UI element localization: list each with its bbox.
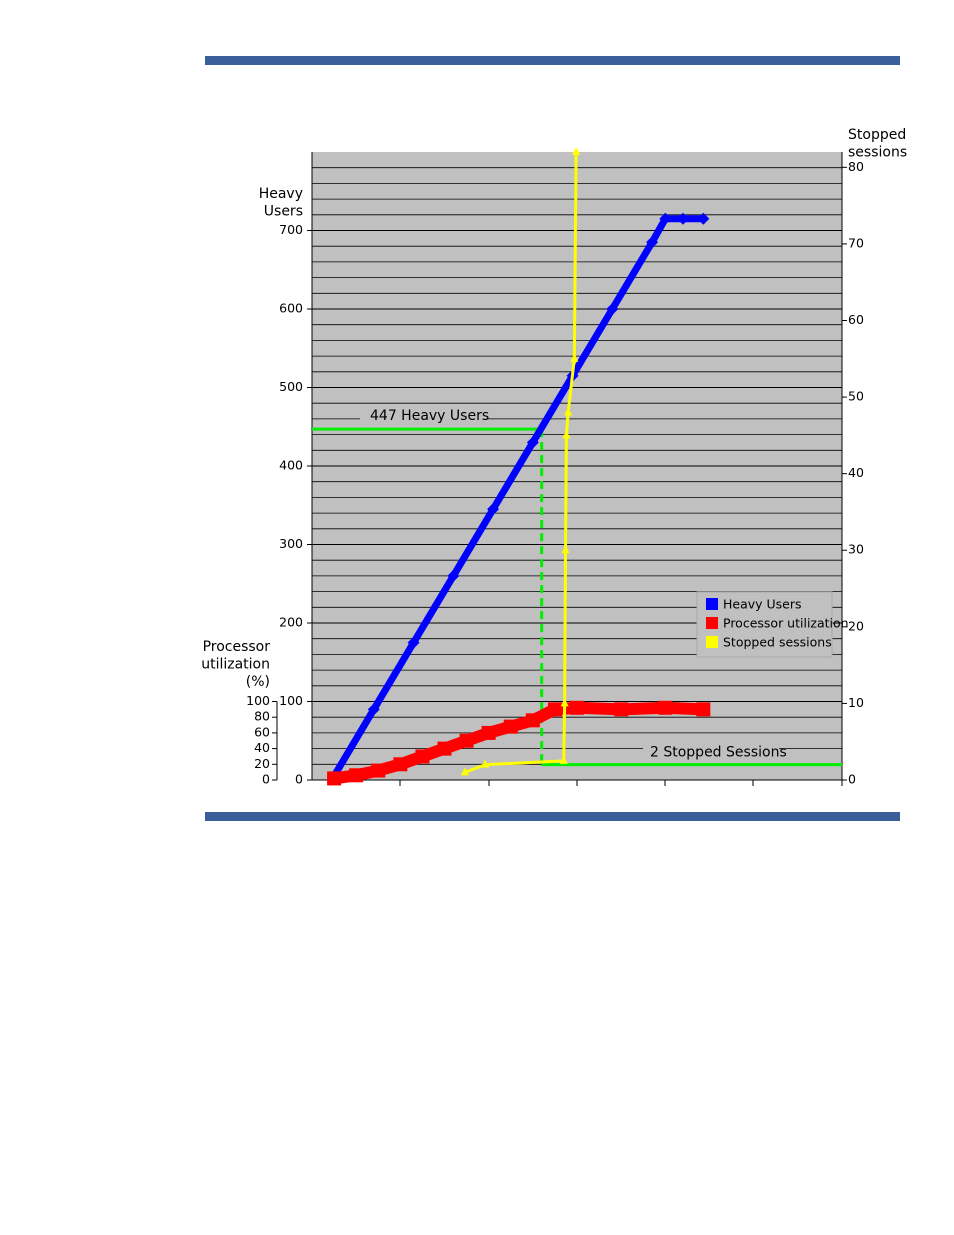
bottom-rule	[205, 812, 900, 821]
legend-swatch	[706, 636, 718, 648]
y3-tick-label: 80	[254, 709, 270, 724]
y2-tick-label: 50	[848, 389, 864, 404]
point	[460, 767, 469, 776]
point	[459, 733, 474, 748]
point	[367, 703, 380, 716]
point	[606, 303, 619, 315]
y2-axis-title: Stopped	[848, 127, 906, 143]
point	[393, 757, 408, 772]
point	[562, 430, 571, 439]
annotation-bg	[643, 742, 779, 761]
y2-tick-label: 80	[848, 159, 864, 174]
y2-axis-title: sessions	[848, 145, 907, 161]
point	[481, 759, 490, 768]
legend-swatch	[706, 617, 718, 629]
point	[658, 700, 673, 715]
y-tick-label: 200	[279, 615, 303, 630]
point	[570, 353, 579, 362]
y2-tick-label: 60	[848, 312, 864, 327]
top-rule	[205, 56, 900, 65]
y3-axis-title: utilization	[201, 657, 270, 673]
y-tick-label: 300	[279, 536, 303, 551]
point	[547, 702, 562, 717]
point	[614, 702, 629, 717]
point	[646, 236, 659, 249]
point	[561, 545, 570, 554]
point	[487, 503, 500, 516]
y-axis-title: Heavy	[259, 186, 303, 202]
point	[481, 725, 496, 740]
y2-tick-label: 30	[848, 542, 864, 557]
legend-box	[696, 591, 833, 658]
point	[560, 698, 569, 707]
point	[437, 741, 452, 756]
y2-tick-label: 20	[848, 618, 864, 633]
point	[570, 700, 584, 715]
point	[659, 212, 672, 225]
annotation-label: 447 Heavy Users	[370, 408, 489, 424]
point	[696, 702, 711, 717]
point	[503, 719, 518, 734]
y-tick-label: 400	[279, 458, 303, 473]
y3-tick-label: 20	[254, 756, 270, 771]
y3-axis-title: Processor	[203, 639, 271, 655]
point	[559, 755, 568, 764]
point	[526, 436, 539, 449]
y3-axis-title: (%)	[246, 674, 270, 690]
y2-tick-label: 10	[848, 695, 864, 710]
point	[677, 212, 689, 225]
y2-tick-label: 0	[848, 772, 856, 787]
x-ticks	[312, 779, 843, 786]
y-axis-title: Users	[264, 204, 303, 220]
y2-tick-label: 70	[848, 235, 864, 250]
point	[349, 768, 364, 783]
y3-tick-label: 40	[254, 740, 270, 755]
y3-tick-label: 100	[246, 693, 270, 708]
y-tick-label: 100	[279, 693, 303, 708]
point	[327, 771, 342, 786]
point	[415, 749, 430, 764]
legend-swatch	[706, 598, 718, 610]
point	[525, 713, 540, 728]
annotation-label: 2 Stopped Sessions	[650, 745, 787, 761]
y-tick-label: 500	[279, 379, 303, 394]
point	[697, 212, 710, 225]
y2-tick-label: 40	[848, 465, 864, 480]
y-tick-label: 700	[279, 222, 303, 237]
point	[371, 763, 386, 778]
y-tick-label: 600	[279, 301, 303, 316]
y-tick-label: 0	[295, 772, 303, 787]
legend-label: Processor utilization	[723, 616, 849, 631]
point	[572, 147, 581, 155]
legend-label: Heavy Users	[723, 597, 802, 612]
y3-tick-label: 60	[254, 724, 270, 739]
point	[564, 407, 573, 416]
legend-label: Stopped sessions	[723, 635, 832, 650]
annotation-bg	[360, 407, 486, 426]
point	[447, 569, 460, 582]
point	[407, 636, 420, 649]
y3-tick-label: 0	[262, 772, 270, 787]
